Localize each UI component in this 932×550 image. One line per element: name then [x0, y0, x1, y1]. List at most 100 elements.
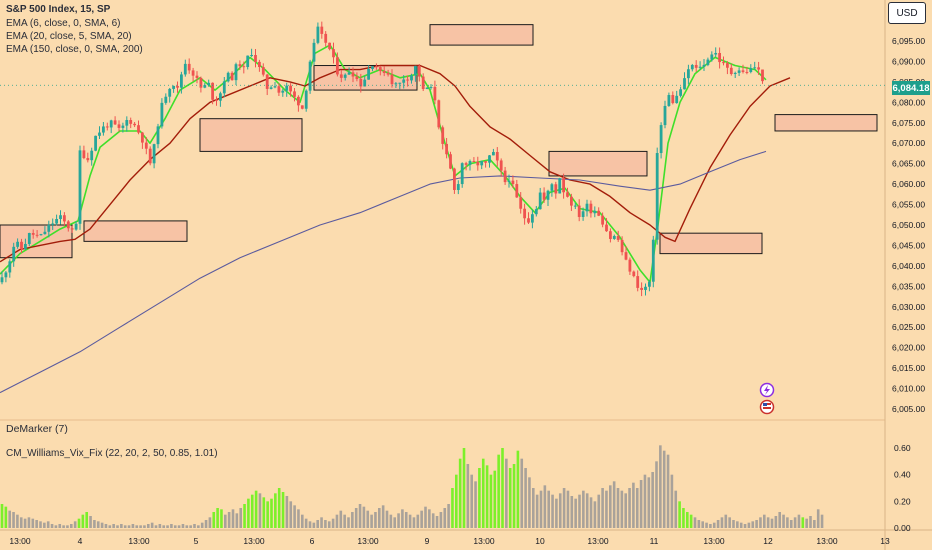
candle-body — [168, 88, 172, 97]
x-tick-label: 4 — [78, 536, 83, 546]
candle-body — [605, 224, 608, 232]
candle-body — [78, 150, 82, 224]
vix-bar — [662, 450, 666, 528]
x-tick-label: 13:00 — [128, 536, 150, 546]
vix-bar — [31, 518, 35, 528]
vix-bar — [185, 525, 189, 528]
candle-body — [55, 219, 58, 224]
vix-fix-label: CM_Williams_Vix_Fix (22, 20, 2, 50, 0.85… — [6, 448, 218, 459]
vix-bar — [786, 517, 789, 528]
candle-body — [706, 59, 710, 65]
vix-bar — [578, 494, 581, 528]
vix-bar — [304, 518, 308, 528]
vix-bar — [158, 524, 162, 528]
y-tick-label: 6,010.00 — [892, 384, 925, 394]
vix-bar — [374, 512, 377, 528]
vix-bar — [35, 520, 38, 528]
vix-bar — [709, 524, 712, 528]
vix-bar — [170, 524, 173, 528]
vix-bar — [566, 490, 570, 528]
vix-bar — [123, 525, 127, 528]
candle-body — [394, 83, 398, 85]
candle-body — [601, 215, 604, 225]
y-tick-label: 6,045.00 — [892, 240, 925, 250]
candle-body — [156, 126, 160, 145]
vix-bar — [736, 521, 739, 528]
candle-body — [612, 236, 616, 239]
vix-bar — [54, 525, 58, 528]
vix-bar — [739, 522, 743, 528]
vix-bar — [274, 493, 277, 528]
candle-body — [390, 74, 394, 85]
candle-body — [597, 210, 601, 216]
candle-body — [386, 72, 390, 75]
candle-body — [137, 125, 140, 133]
y-tick-label: 6,095.00 — [892, 36, 925, 46]
candle-body — [371, 66, 374, 69]
candle-body — [24, 243, 27, 250]
vix-bar — [281, 492, 285, 528]
vix-bar — [455, 474, 458, 528]
vix-bar — [93, 520, 96, 528]
candle-body — [616, 236, 620, 240]
candle-body — [238, 64, 242, 67]
candle-body — [476, 161, 480, 166]
candle-body — [324, 33, 328, 43]
candle-body — [499, 160, 503, 171]
vix-bar — [193, 524, 196, 528]
vix-bar — [763, 514, 766, 528]
vix-bar — [327, 521, 331, 528]
vix-bar — [370, 514, 373, 528]
candle-body — [534, 209, 538, 215]
vix-bar — [485, 465, 489, 528]
candle-body — [429, 86, 433, 88]
vix-bar — [770, 518, 774, 528]
vix-bar — [231, 509, 235, 528]
vix-bar — [131, 524, 135, 528]
vix-bar — [143, 525, 146, 528]
candle-body — [297, 96, 300, 106]
candle-body — [180, 74, 183, 88]
candle-body — [16, 241, 19, 247]
vix-bar — [793, 517, 797, 528]
vix-bar — [605, 490, 608, 528]
candle-body — [351, 72, 355, 77]
candle-body — [347, 72, 351, 75]
candle-body — [152, 144, 156, 164]
candle-body — [690, 64, 694, 70]
vix-bar — [716, 520, 720, 528]
vix-bar — [612, 481, 616, 528]
candle-body — [714, 52, 718, 55]
candle-body — [523, 208, 526, 219]
candle-body — [531, 214, 534, 223]
legend-ema20: EMA (20, close, 5, SMA, 20) — [6, 31, 132, 42]
candle-body — [86, 158, 90, 161]
y-tick-label: 6,020.00 — [892, 343, 925, 353]
vix-bar — [335, 514, 339, 528]
candle-body — [550, 184, 554, 191]
candle-body — [70, 228, 74, 230]
candle-body — [316, 26, 320, 43]
candle-body — [226, 72, 230, 82]
vix-bar — [120, 524, 123, 528]
vix-bar — [289, 501, 293, 528]
vix-bar — [181, 524, 185, 528]
vix-bar — [574, 498, 577, 528]
candle-body — [121, 125, 125, 128]
candle-body — [745, 71, 749, 73]
candle-body — [148, 148, 152, 164]
candle-body — [8, 261, 12, 273]
y-tick-label: 6,025.00 — [892, 322, 925, 332]
vix-bar — [501, 448, 504, 528]
vix-bar — [154, 525, 158, 528]
y-tick-label: 6,090.00 — [892, 56, 925, 66]
vix-bar — [601, 488, 604, 528]
vix-bar — [597, 494, 601, 528]
vix-bar — [555, 498, 558, 528]
vix-bar — [227, 512, 231, 528]
candle-body — [378, 67, 382, 72]
currency-button[interactable]: USD — [888, 2, 926, 24]
x-tick-label: 13 — [880, 536, 890, 546]
candle-body — [749, 68, 753, 72]
